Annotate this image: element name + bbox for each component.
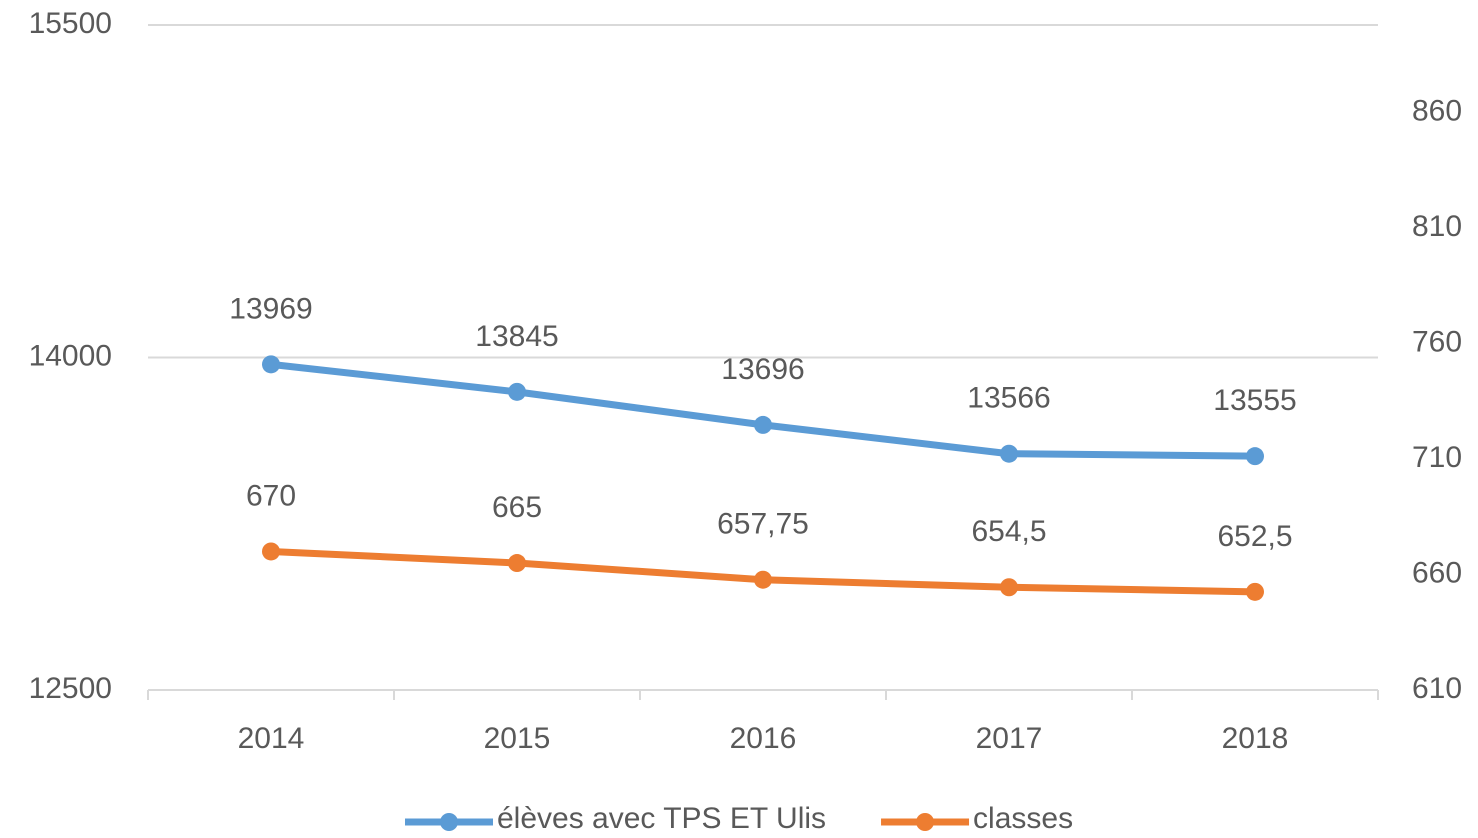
data-point bbox=[262, 355, 280, 374]
data-point bbox=[1246, 447, 1264, 466]
data-point bbox=[1246, 582, 1264, 601]
data-point bbox=[508, 382, 526, 401]
y2-tick-label: 710 bbox=[1412, 441, 1462, 474]
data-point bbox=[508, 554, 526, 573]
data-label: 652,5 bbox=[1217, 520, 1292, 553]
y2-tick-label: 810 bbox=[1412, 210, 1462, 243]
data-label: 670 bbox=[246, 479, 296, 512]
data-point bbox=[754, 415, 772, 434]
legend-label: élèves avec TPS ET Ulis bbox=[497, 802, 826, 835]
x-tick-label: 2016 bbox=[730, 722, 797, 755]
data-label: 13969 bbox=[229, 292, 312, 325]
data-label: 654,5 bbox=[971, 515, 1046, 548]
y-tick-label: 12500 bbox=[29, 672, 112, 705]
y-tick-label: 14000 bbox=[29, 339, 112, 372]
legend-marker bbox=[440, 813, 458, 831]
legend-marker bbox=[916, 813, 935, 831]
data-label: 657,75 bbox=[717, 508, 809, 541]
data-label: 665 bbox=[492, 491, 542, 524]
x-tick-label: 2015 bbox=[484, 722, 551, 755]
data-point bbox=[1000, 578, 1018, 597]
data-label: 13566 bbox=[967, 382, 1050, 415]
data-point bbox=[754, 570, 772, 589]
legend-label: classes bbox=[973, 802, 1073, 835]
x-tick-label: 2014 bbox=[238, 722, 305, 755]
data-label: 13696 bbox=[721, 353, 804, 386]
data-label: 13555 bbox=[1213, 384, 1296, 417]
y2-tick-label: 660 bbox=[1412, 556, 1462, 589]
y2-tick-label: 860 bbox=[1412, 95, 1462, 128]
x-tick-label: 2017 bbox=[976, 722, 1043, 755]
data-point bbox=[1000, 444, 1018, 463]
x-tick-label: 2018 bbox=[1222, 722, 1289, 755]
y2-tick-label: 760 bbox=[1412, 326, 1462, 359]
y-tick-label: 15500 bbox=[29, 7, 112, 40]
y2-tick-label: 610 bbox=[1412, 672, 1462, 705]
data-point bbox=[262, 542, 280, 561]
data-label: 13845 bbox=[475, 320, 558, 353]
